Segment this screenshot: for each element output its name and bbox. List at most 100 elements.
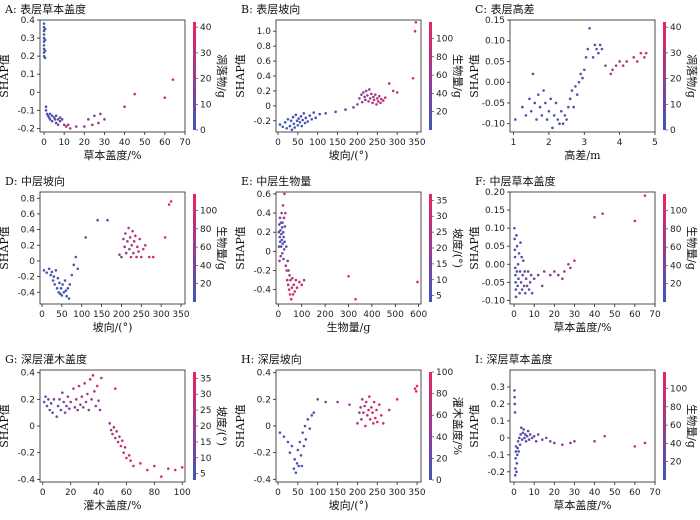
data-point: [372, 422, 375, 425]
data-point: [358, 97, 361, 100]
data-point: [301, 118, 304, 122]
data-point: [356, 422, 359, 425]
data-point: [515, 462, 519, 465]
data-point: [540, 114, 544, 117]
data-point: [278, 431, 282, 434]
data-point: [363, 95, 366, 99]
data-point: [528, 433, 532, 436]
data-point: [527, 438, 531, 441]
y-tick-label: 0: [265, 247, 271, 257]
colorbar-tick-label: 5: [200, 470, 206, 480]
colorbar: [429, 194, 432, 302]
x-tick-label: 10: [528, 488, 540, 498]
data-point: [64, 125, 68, 128]
data-point: [300, 464, 304, 468]
data-point: [132, 251, 135, 255]
colorbar-tick-label: 0: [200, 126, 206, 136]
data-point: [296, 448, 300, 452]
data-point: [48, 118, 52, 121]
data-point: [306, 418, 310, 421]
y-tick-label: 0.1: [21, 70, 35, 80]
y-tick-label: 0.2: [21, 52, 35, 62]
x-tick-label: 100: [293, 310, 310, 320]
data-point: [115, 430, 118, 433]
colorbar-tick-label: 60: [436, 411, 448, 421]
data-point: [280, 211, 283, 215]
y-tick-label: -0.10: [482, 120, 506, 130]
data-point: [66, 123, 70, 127]
data-point: [310, 414, 314, 417]
y-axis-label: SHAP值: [0, 54, 11, 97]
data-point: [279, 245, 283, 248]
colorbar-tick-label: 60: [200, 243, 212, 253]
data-point: [600, 47, 604, 51]
data-point: [43, 38, 47, 42]
colorbar-tick-label: 40: [670, 23, 682, 33]
x-tick-label: 80: [149, 488, 161, 498]
data-point: [294, 471, 298, 474]
data-point: [128, 247, 131, 251]
data-point: [127, 226, 130, 230]
data-point: [90, 398, 93, 401]
data-point: [367, 408, 370, 412]
data-point: [306, 120, 310, 123]
data-point: [93, 390, 96, 393]
data-point: [591, 56, 595, 59]
x-tick-label: 40: [119, 138, 131, 148]
panel-title: D: 中层坡向: [5, 174, 65, 188]
data-point: [289, 297, 293, 301]
data-point: [282, 435, 286, 438]
data-point: [370, 92, 373, 96]
data-point: [515, 453, 519, 457]
data-point: [525, 284, 529, 288]
data-point: [523, 270, 527, 273]
data-point: [513, 266, 517, 270]
data-point: [354, 297, 357, 301]
colorbar: [663, 22, 666, 130]
x-tick-label: 100: [309, 488, 326, 498]
data-point: [312, 411, 316, 414]
x-tick-label: 0: [511, 310, 517, 320]
data-point: [518, 270, 522, 273]
colorbar-tick-label: 10: [670, 100, 682, 110]
data-point: [312, 111, 316, 114]
data-point: [79, 403, 82, 406]
colorbar-tick-label: 100: [436, 368, 453, 378]
colorbar-tick-label: 60: [436, 71, 448, 81]
data-point: [416, 280, 419, 284]
data-point: [74, 255, 78, 259]
x-tick-label: 10: [58, 138, 70, 148]
data-point: [91, 123, 94, 127]
data-point: [547, 109, 551, 113]
x-tick-label: 20: [549, 310, 561, 320]
data-point: [603, 434, 606, 438]
data-point: [376, 97, 379, 100]
data-point: [527, 288, 531, 291]
data-point: [100, 376, 103, 380]
colorbar-tick-label: 10: [200, 100, 212, 110]
x-tick-label: 500: [387, 310, 404, 320]
panel-g: G: 深层灌木盖度 0 20 40 60 80 100 -0.4 -0.2 0 0.2 0.4 灌木盖度…: [0, 352, 229, 512]
data-point: [286, 118, 290, 121]
data-point: [295, 286, 299, 290]
y-tick-label: -0.4: [253, 286, 271, 296]
y-tick-label: 0.2: [491, 400, 505, 410]
data-point: [520, 255, 523, 259]
data-point: [297, 117, 300, 120]
data-point: [56, 123, 60, 127]
x-tick-label: 150: [329, 138, 346, 148]
panel-title: I: 深层草本盖度: [475, 352, 553, 366]
colorbar-label: 生物量/g: [685, 404, 699, 448]
y-tick-label: 0: [499, 434, 505, 444]
data-point: [515, 244, 519, 248]
data-point: [513, 237, 516, 241]
data-point: [304, 116, 308, 120]
x-tick-label: 40: [589, 310, 601, 320]
colorbar-tick-label: 30: [436, 212, 448, 222]
panel-title: E: 中层生物量: [241, 174, 311, 188]
data-point: [284, 245, 288, 248]
data-point: [283, 120, 287, 124]
x-tick-label: 150: [329, 488, 346, 498]
data-point: [561, 122, 565, 126]
data-point: [65, 404, 68, 408]
